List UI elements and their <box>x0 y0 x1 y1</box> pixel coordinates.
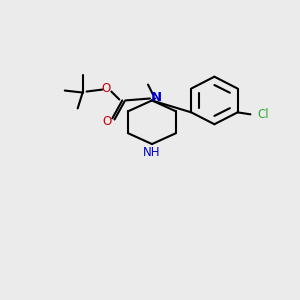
Text: N: N <box>150 91 161 104</box>
Text: NH: NH <box>143 146 161 160</box>
Text: Cl: Cl <box>257 108 269 121</box>
Text: O: O <box>102 82 111 95</box>
Text: O: O <box>103 115 112 128</box>
